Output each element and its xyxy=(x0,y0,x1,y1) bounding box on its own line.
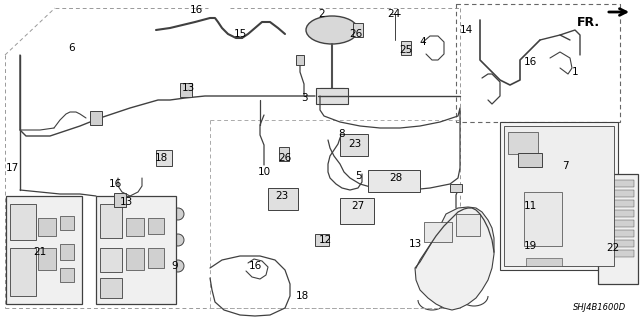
Text: 2: 2 xyxy=(319,9,325,19)
Bar xyxy=(38,248,56,270)
Bar xyxy=(500,122,618,270)
Bar xyxy=(602,180,634,187)
Circle shape xyxy=(508,193,522,207)
Text: 27: 27 xyxy=(351,201,365,211)
Bar xyxy=(368,170,420,192)
Bar xyxy=(598,174,638,284)
Circle shape xyxy=(172,234,184,246)
Bar xyxy=(424,222,452,242)
Bar xyxy=(526,258,562,266)
Text: 23: 23 xyxy=(275,191,289,201)
Bar xyxy=(96,196,176,304)
Text: 13: 13 xyxy=(408,239,422,249)
Text: 17: 17 xyxy=(5,163,19,173)
Bar xyxy=(148,218,164,234)
Bar xyxy=(60,216,74,230)
Bar xyxy=(602,220,634,227)
Bar xyxy=(156,150,172,166)
Text: 13: 13 xyxy=(181,83,195,93)
Text: 10: 10 xyxy=(257,167,271,177)
Bar xyxy=(100,278,122,298)
Circle shape xyxy=(426,256,434,264)
Text: 15: 15 xyxy=(234,29,246,39)
Polygon shape xyxy=(415,207,494,310)
Text: 16: 16 xyxy=(248,261,262,271)
Bar xyxy=(38,218,56,236)
Bar xyxy=(602,190,634,197)
Text: 13: 13 xyxy=(120,197,132,207)
Bar xyxy=(268,188,298,210)
Text: 1: 1 xyxy=(572,67,579,77)
Bar xyxy=(315,234,329,246)
Circle shape xyxy=(172,208,184,220)
Bar xyxy=(126,218,144,236)
Bar xyxy=(6,196,82,304)
Text: 16: 16 xyxy=(189,5,203,15)
Text: 19: 19 xyxy=(524,241,536,251)
Circle shape xyxy=(448,286,456,294)
Bar xyxy=(518,153,542,167)
Text: 18: 18 xyxy=(296,291,308,301)
Circle shape xyxy=(508,233,522,247)
Bar xyxy=(100,204,122,238)
Text: 21: 21 xyxy=(33,247,47,257)
Bar xyxy=(602,240,634,247)
Bar xyxy=(353,23,363,37)
Text: 14: 14 xyxy=(460,25,472,35)
Bar xyxy=(148,248,164,268)
Text: 25: 25 xyxy=(399,45,413,55)
Bar xyxy=(340,134,368,156)
Bar xyxy=(450,184,462,192)
Bar xyxy=(456,4,620,122)
Ellipse shape xyxy=(306,16,358,44)
Circle shape xyxy=(471,251,479,259)
Bar xyxy=(504,126,614,266)
Circle shape xyxy=(172,260,184,272)
Bar xyxy=(524,192,562,246)
Bar xyxy=(456,214,480,236)
Bar xyxy=(100,248,122,272)
Text: 3: 3 xyxy=(301,93,307,103)
Bar xyxy=(296,55,304,65)
Bar xyxy=(508,132,538,154)
Text: 26: 26 xyxy=(349,29,363,39)
Circle shape xyxy=(508,213,522,227)
Text: 23: 23 xyxy=(348,139,362,149)
Bar xyxy=(401,41,411,55)
Text: 8: 8 xyxy=(339,129,346,139)
Bar xyxy=(10,248,36,296)
Bar xyxy=(10,204,36,240)
Bar xyxy=(126,248,144,270)
Text: FR.: FR. xyxy=(577,16,600,29)
Bar xyxy=(60,244,74,260)
Bar xyxy=(602,230,634,237)
Text: 5: 5 xyxy=(355,171,362,181)
Text: 28: 28 xyxy=(389,173,403,183)
Bar xyxy=(602,200,634,207)
Text: 11: 11 xyxy=(524,201,536,211)
Text: 4: 4 xyxy=(420,37,426,47)
Bar xyxy=(340,198,374,224)
Text: 9: 9 xyxy=(172,261,179,271)
Text: 12: 12 xyxy=(318,235,332,245)
Text: 24: 24 xyxy=(387,9,401,19)
Bar xyxy=(602,210,634,217)
Text: 7: 7 xyxy=(562,161,568,171)
Text: 6: 6 xyxy=(68,43,76,53)
Text: 18: 18 xyxy=(154,153,168,163)
Bar xyxy=(114,193,126,207)
Text: 16: 16 xyxy=(108,179,122,189)
Text: 22: 22 xyxy=(606,243,620,253)
Bar xyxy=(60,268,74,282)
Bar xyxy=(180,83,192,97)
Bar xyxy=(90,111,102,125)
Text: SHJ4B1600D: SHJ4B1600D xyxy=(573,303,626,312)
Text: 26: 26 xyxy=(278,153,292,163)
Text: 16: 16 xyxy=(524,57,536,67)
Bar xyxy=(279,147,289,161)
Bar xyxy=(316,88,348,104)
Bar xyxy=(602,250,634,257)
